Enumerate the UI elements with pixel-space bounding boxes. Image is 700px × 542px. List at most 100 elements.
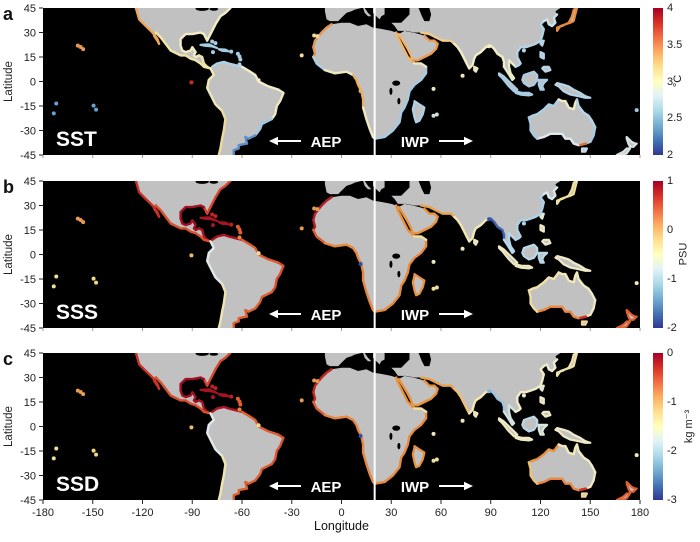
variable-label: SSD <box>56 473 99 496</box>
coastline-aus_w <box>527 289 539 313</box>
island-mauritius <box>431 458 436 463</box>
island-seychelles <box>431 86 436 91</box>
colorbar-tick-label: 2 <box>667 149 674 161</box>
landmass-borneo <box>521 70 539 88</box>
island-tonga <box>51 111 56 116</box>
lake <box>195 353 209 356</box>
island-amazon_mouth <box>256 423 261 428</box>
coastline-bengal_burma <box>489 389 506 413</box>
coastline-aus_w <box>527 116 539 140</box>
lake <box>195 181 209 184</box>
lake <box>397 97 401 105</box>
landmass-nz_s <box>615 320 632 328</box>
coastline-gulf_mexico <box>179 31 206 59</box>
y-tick-label: 0 <box>30 77 36 89</box>
landmass-sri_lanka <box>473 65 479 73</box>
coastline-iran_pak <box>419 204 456 219</box>
colorbar-tick-label: -2 <box>667 445 677 457</box>
island-galapagos <box>189 80 194 85</box>
coastline-chile <box>217 282 227 328</box>
landmass-java <box>514 435 534 442</box>
landmass-nz_s <box>615 492 632 500</box>
island-ganges_mouth <box>487 44 492 49</box>
y-tick-label: -15 <box>20 101 36 113</box>
coastline-malay <box>502 232 517 255</box>
coastline-aus_e <box>584 299 597 318</box>
island-hawaii <box>81 392 86 397</box>
island-maldives <box>460 73 465 78</box>
lake <box>209 8 219 11</box>
island-mauritius <box>431 113 436 118</box>
coastline-aus_ne <box>575 98 597 129</box>
coastline-africa_se <box>373 65 428 140</box>
coastline-na_pacific <box>134 8 161 46</box>
coastline-arabia_s <box>411 207 439 235</box>
island-bahamas <box>210 212 215 217</box>
island-mauritius <box>434 457 439 462</box>
iwp-arrow-right-icon <box>464 309 473 319</box>
landmass-northamerica <box>135 8 231 69</box>
island-samoa <box>54 446 59 451</box>
x-tick-label: -180 <box>32 507 54 519</box>
island-hainan <box>521 221 526 226</box>
landmass-taiwan <box>539 384 545 392</box>
coastline-peru <box>206 67 224 113</box>
colorbar-tick-label: 3 <box>667 75 674 88</box>
basin-separator-line <box>373 8 376 155</box>
y-tick-label: 0 <box>30 250 36 262</box>
lake <box>389 260 393 268</box>
landmass-africa <box>313 367 427 484</box>
landmass-newguinea <box>554 255 592 272</box>
island-puertorico <box>229 394 234 399</box>
coastline-mex_pacific <box>154 31 212 70</box>
island-canaries <box>315 207 320 212</box>
island-maldives <box>460 246 465 251</box>
y-tick-label: 30 <box>24 373 36 385</box>
island-jamaica <box>210 50 215 55</box>
y-tick-label: -45 <box>20 150 36 162</box>
landmass-nz_n <box>625 135 638 148</box>
coastline-aus_nw <box>527 98 560 119</box>
x-tick-label: 150 <box>581 507 599 519</box>
coastline-africa_w <box>312 400 327 417</box>
coastline-aus_gulf <box>557 271 579 284</box>
y-tick-label: 45 <box>24 3 36 15</box>
island-fr_polynesia <box>91 103 96 108</box>
landmass-tasmania <box>580 320 588 326</box>
island-mauritius <box>434 285 439 290</box>
coastline-guinea_congo <box>351 246 365 282</box>
y-tick-label: 15 <box>24 225 36 237</box>
inland-sea <box>386 353 410 360</box>
island-congo_river_mouth <box>358 88 363 93</box>
y-tick-label: -15 <box>20 446 36 458</box>
landmass-java <box>514 90 534 97</box>
y-tick-label: -30 <box>20 299 36 311</box>
coastline-vietnam_china <box>514 364 545 413</box>
colorbar-tick-label: 3.5 <box>667 38 683 51</box>
coastline-argentina <box>232 134 257 155</box>
coastline-red_sea_e <box>397 205 414 235</box>
island-antilles <box>238 230 243 235</box>
island-fiji <box>634 281 639 286</box>
island-jamaica <box>210 223 215 228</box>
lake <box>389 432 393 440</box>
x-tick-label: 90 <box>485 507 497 519</box>
colorbar-tick-label: -3 <box>667 494 677 506</box>
island-jamaica <box>210 395 215 400</box>
landmass-cuba <box>199 216 219 223</box>
iwp-region-label: IWP <box>401 307 429 324</box>
panel-letter-a: a <box>3 4 14 24</box>
coastline-india_w <box>453 42 471 70</box>
landmass-eurasia <box>324 8 561 80</box>
coastline-guinea_congo <box>351 73 365 109</box>
coastline-mex_pacific <box>154 376 212 415</box>
inland-sea <box>386 8 410 15</box>
basin-separator-line <box>373 353 376 500</box>
island-bahamas <box>213 214 218 219</box>
landmass-tasmania <box>580 492 588 498</box>
landmass-northamerica <box>135 181 231 242</box>
landmass-tasmania <box>580 147 588 153</box>
coastline-aus_e <box>584 471 597 490</box>
inland-sea <box>418 8 432 22</box>
landmass-hispaniola <box>217 393 230 398</box>
